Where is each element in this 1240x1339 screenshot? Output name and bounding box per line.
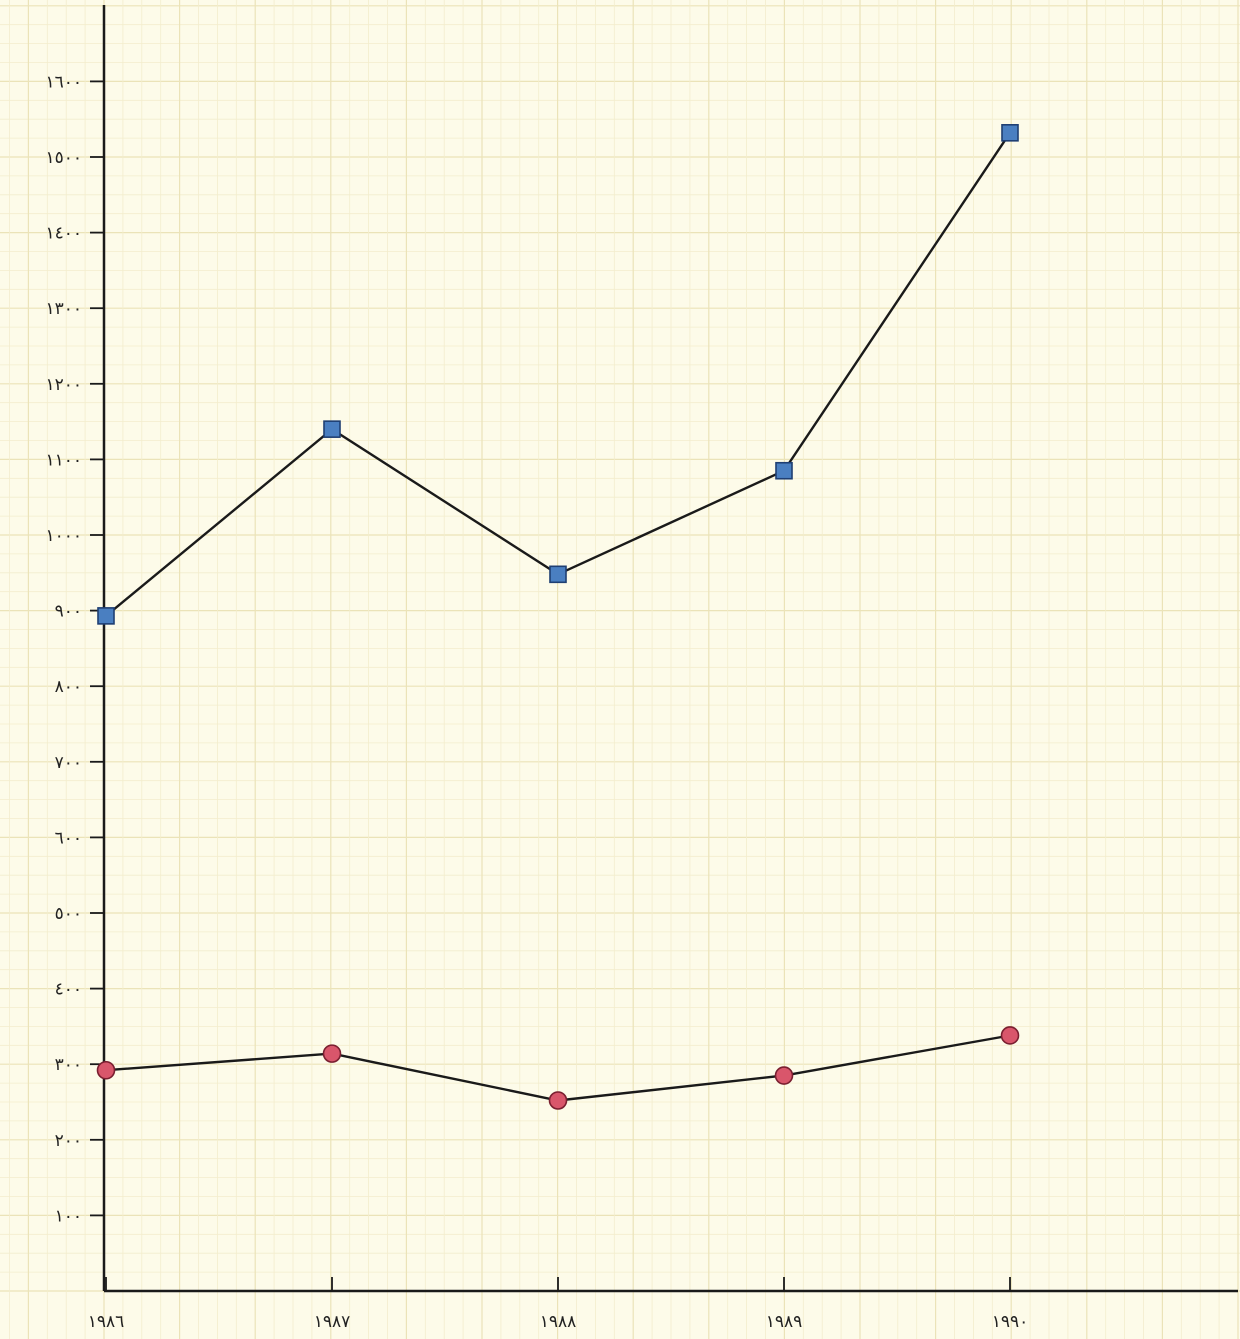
series — [96, 124, 1020, 1110]
series-1-point — [323, 420, 341, 438]
series-1 — [97, 124, 1019, 625]
y-tick-label: ٩٠٠ — [55, 602, 82, 622]
y-tick-label: ٥٠٠ — [55, 904, 82, 924]
series-2-point — [322, 1044, 342, 1063]
y-tick-label: ٣٠٠ — [55, 1055, 82, 1075]
series-1-point — [775, 461, 793, 480]
series-2-point — [1000, 1026, 1020, 1045]
y-tick-label: ٨٠٠ — [55, 677, 82, 697]
x-tick-label: ١٩٨٩ — [766, 1312, 803, 1332]
y-tick-label: ٦٠٠ — [55, 828, 82, 848]
x-tick-label: ١٩٨٦ — [88, 1312, 125, 1332]
y-tick-label: ١٠٠ — [55, 1206, 82, 1226]
series-2-point — [96, 1060, 116, 1080]
y-tick-label: ١٣٠٠ — [45, 299, 82, 319]
y-tick-label: ٤٠٠ — [55, 980, 82, 1000]
x-tick-label: ١٩٨٧ — [314, 1312, 351, 1332]
axes — [90, 5, 1238, 1293]
y-tick-label: ٧٠٠ — [55, 753, 82, 773]
series-2 — [96, 1026, 1020, 1110]
series-1-point — [97, 607, 115, 625]
series-1-point — [549, 565, 567, 584]
y-tick-label: ١٤٠٠ — [45, 224, 82, 244]
series-1-point — [1001, 124, 1019, 142]
y-tick-label: ١٢٠٠ — [45, 375, 82, 395]
y-tick-label: ٢٠٠ — [55, 1131, 82, 1151]
x-tick-label: ١٩٨٨ — [540, 1312, 577, 1332]
x-tick-label: ١٩٩٠ — [992, 1312, 1029, 1332]
y-tick-label: ١٦٠٠ — [45, 72, 82, 92]
series-2-point — [774, 1066, 794, 1085]
tick-labels: ١٠٠ ٢٠٠ ٣٠٠ ٤٠٠ ٥٠٠ ٦٠٠ ٧٠٠ ٨٠٠ ٩٠٠ ١٠٠٠ ١١٠٠ ١٢٠٠ ١… — [45, 72, 1029, 1332]
y-tick-label: ١١٠٠ — [45, 450, 82, 470]
y-tick-label: ١٠٠٠ — [45, 526, 82, 546]
y-tick-label: ١٥٠٠ — [45, 148, 82, 168]
series-2-point — [548, 1091, 568, 1110]
